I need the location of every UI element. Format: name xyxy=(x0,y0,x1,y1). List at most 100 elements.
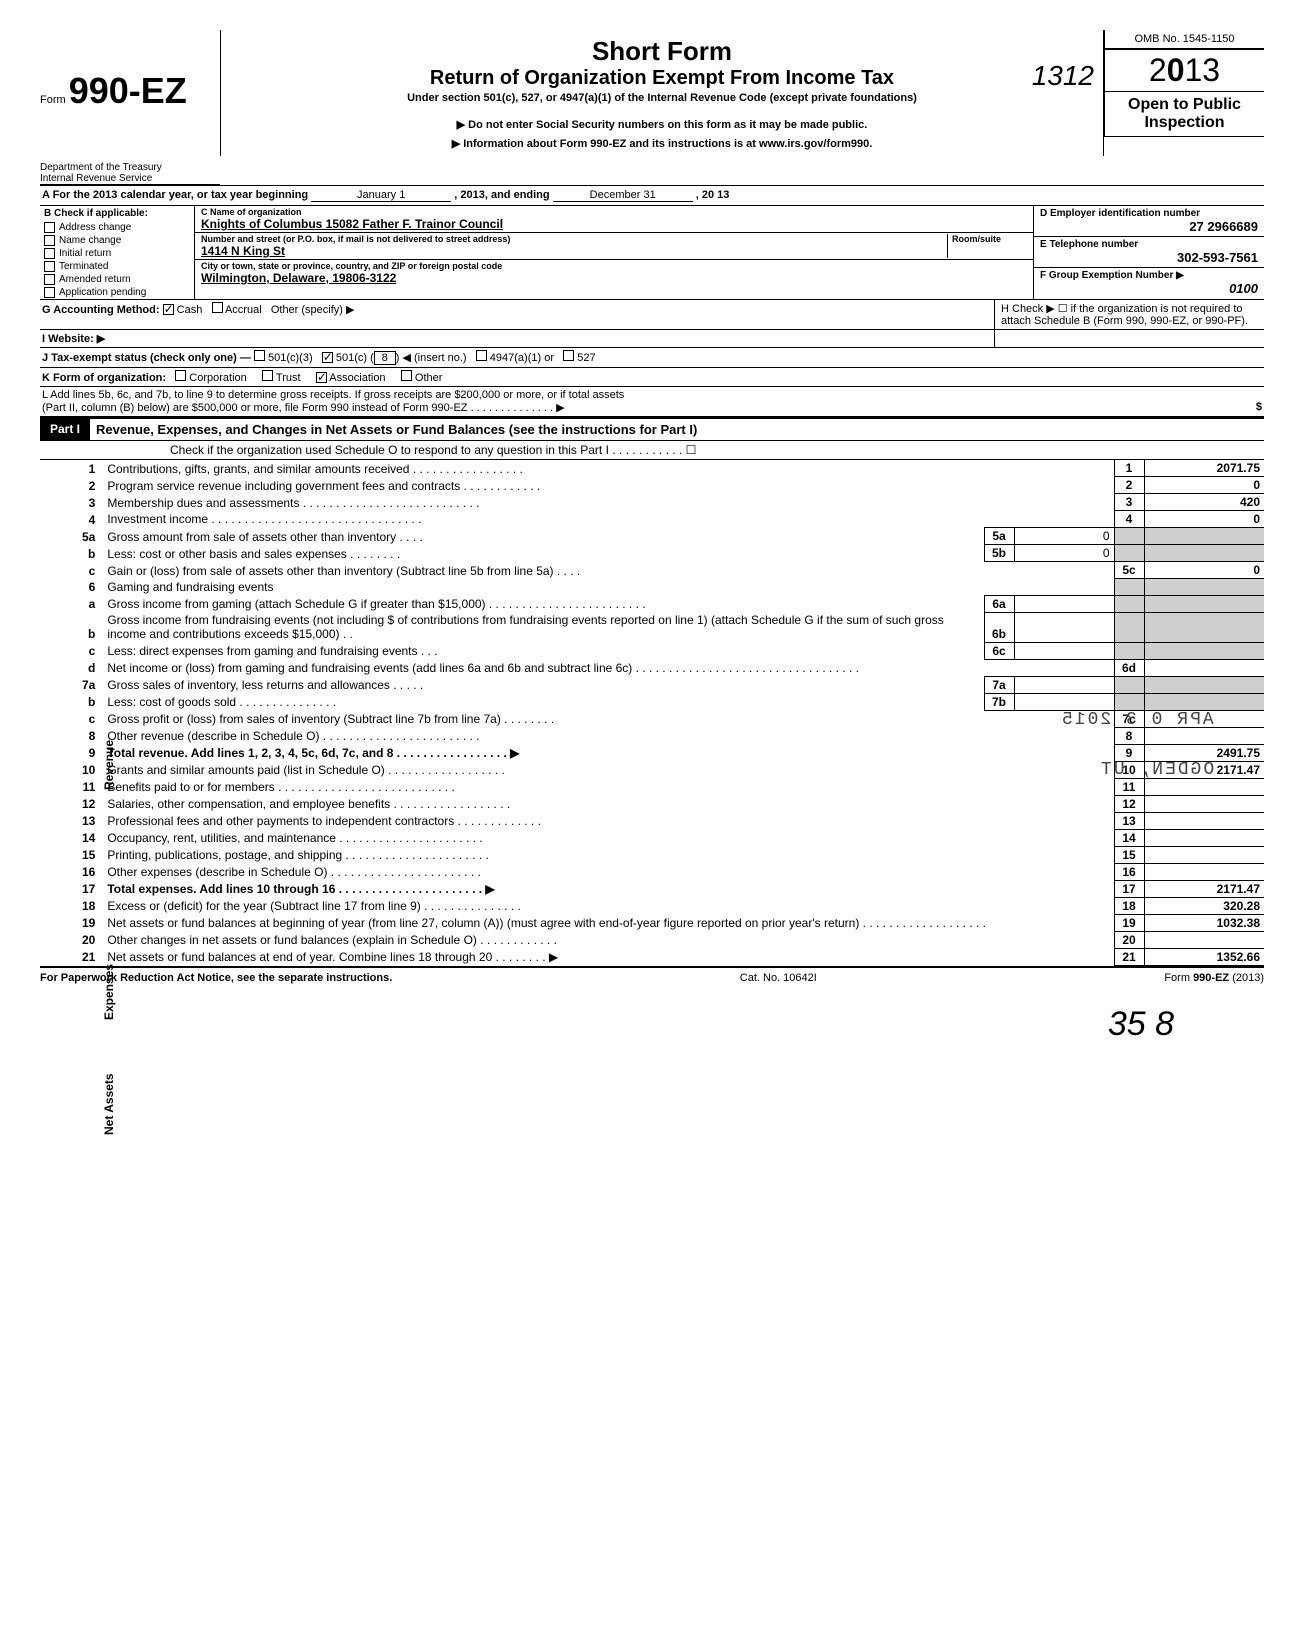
opt-accrual: Accrual xyxy=(225,304,262,316)
line-13: 13Professional fees and other payments t… xyxy=(70,812,1264,829)
line-6a: aGross income from gaming (attach Schedu… xyxy=(70,595,1264,612)
chk-corporation[interactable] xyxy=(175,370,186,381)
label-street: Number and street (or P.O. box, if mail … xyxy=(201,234,947,244)
line-7a: 7aGross sales of inventory, less returns… xyxy=(70,676,1264,693)
side-label-expenses: Expenses xyxy=(102,964,116,1020)
chk-association[interactable] xyxy=(316,372,327,383)
chk-initial-return[interactable]: Initial return xyxy=(40,247,194,260)
line-7b: bLess: cost of goods sold . . . . . . . … xyxy=(70,693,1264,710)
page-footer: For Paperwork Reduction Act Notice, see … xyxy=(40,966,1264,984)
label-org-name: C Name of organization xyxy=(201,207,1027,217)
line-19: 19Net assets or fund balances at beginni… xyxy=(70,914,1264,931)
line-14: 14Occupancy, rent, utilities, and mainte… xyxy=(70,829,1264,846)
dept-line2: Internal Revenue Service xyxy=(40,173,220,184)
line-3: 3Membership dues and assessments . . . .… xyxy=(70,494,1264,511)
line-16: 16Other expenses (describe in Schedule O… xyxy=(70,863,1264,880)
open-to-public: Open to Public Inspection xyxy=(1104,92,1264,137)
row-l-text2: (Part II, column (B) below) are $500,000… xyxy=(42,401,565,414)
label-phone: E Telephone number xyxy=(1040,239,1258,250)
block-bcd: B Check if applicable: Address change Na… xyxy=(40,206,1264,300)
ssn-notice: ▶ Do not enter Social Security numbers o… xyxy=(231,118,1093,131)
chk-other[interactable] xyxy=(401,370,412,381)
label-ein: D Employer identification number xyxy=(1040,208,1258,219)
ein: 27 2966689 xyxy=(1040,219,1258,234)
row-a-end-year: , 20 13 xyxy=(696,189,730,201)
form-title-long: Return of Organization Exempt From Incom… xyxy=(231,67,1093,90)
opt-501c: 501(c) ( xyxy=(336,352,374,364)
chk-terminated[interactable]: Terminated xyxy=(40,260,194,273)
chk-501c3[interactable] xyxy=(254,350,265,361)
form-header: Form 990-EZ Department of the Treasury I… xyxy=(40,30,1264,185)
line-18: 18Excess or (deficit) for the year (Subt… xyxy=(70,897,1264,914)
part1-label: Part I xyxy=(40,419,90,440)
side-label-revenue: Revenue xyxy=(102,740,116,790)
dept-block: Department of the Treasury Internal Reve… xyxy=(40,162,220,185)
chk-cash[interactable] xyxy=(163,304,174,315)
form-prefix: Form xyxy=(40,94,66,106)
group-exemption-handwritten: 0100 xyxy=(1040,281,1258,296)
title-box: Short Form Return of Organization Exempt… xyxy=(220,30,1104,156)
line-1: 1Contributions, gifts, grants, and simil… xyxy=(70,460,1264,477)
col-c-org-info: C Name of organization Knights of Columb… xyxy=(195,206,1034,299)
opt-501c3: 501(c)(3) xyxy=(268,352,313,364)
label-group-exemption: F Group Exemption Number ▶ xyxy=(1040,270,1258,281)
opt-501c-suffix: ) ◀ (insert no.) xyxy=(396,352,467,364)
row-g-h: G Accounting Method: Cash Accrual Other … xyxy=(40,300,1264,330)
chk-4947[interactable] xyxy=(476,350,487,361)
opt-cash: Cash xyxy=(177,304,203,316)
form-number: 990-EZ xyxy=(69,70,187,111)
line-21: 21Net assets or fund balances at end of … xyxy=(70,948,1264,965)
footer-paperwork: For Paperwork Reduction Act Notice, see … xyxy=(40,972,392,984)
part1-title: Revenue, Expenses, and Changes in Net As… xyxy=(90,419,1264,440)
row-k-form-of-org: K Form of organization: Corporation Trus… xyxy=(40,368,1264,387)
tax-year: 2013 xyxy=(1104,49,1264,92)
org-name: Knights of Columbus 15082 Father F. Trai… xyxy=(201,217,1027,231)
line-4: 4Investment income . . . . . . . . . . .… xyxy=(70,511,1264,528)
opt-association: Association xyxy=(329,372,385,384)
right-header-box: OMB No. 1545-1150 2013 Open to Public In… xyxy=(1104,30,1264,137)
501c-insert-no: 8 xyxy=(374,351,396,365)
chk-amended-return[interactable]: Amended return xyxy=(40,273,194,286)
label-form-of-org: K Form of organization: xyxy=(42,372,166,384)
line-17: 17Total expenses. Add lines 10 through 1… xyxy=(70,880,1264,897)
opt-trust: Trust xyxy=(276,372,301,384)
row-g-accounting: G Accounting Method: Cash Accrual Other … xyxy=(40,300,994,329)
form-title-short: Short Form xyxy=(231,36,1093,67)
chk-527[interactable] xyxy=(563,350,574,361)
label-website: I Website: ▶ xyxy=(42,333,105,345)
col-d-identifiers: D Employer identification number 27 2966… xyxy=(1034,206,1264,299)
opt-corporation: Corporation xyxy=(189,372,246,384)
line-12: 12Salaries, other compensation, and empl… xyxy=(70,795,1264,812)
line-6c: cLess: direct expenses from gaming and f… xyxy=(70,642,1264,659)
side-label-net-assets: Net Assets xyxy=(102,1073,116,1135)
line-11: 11Benefits paid to or for members . . . … xyxy=(70,778,1264,795)
label-room: Room/suite xyxy=(952,234,1027,244)
label-tax-exempt: J Tax-exempt status (check only one) — xyxy=(42,352,251,364)
line-20: 20Other changes in net assets or fund ba… xyxy=(70,931,1264,948)
handwritten-top: 1312 xyxy=(1032,60,1094,92)
row-l-text1: L Add lines 5b, 6c, and 7b, to line 9 to… xyxy=(42,389,1262,401)
chk-application-pending[interactable]: Application pending xyxy=(40,286,194,299)
opt-4947: 4947(a)(1) or xyxy=(490,352,554,364)
opt-other: Other (specify) ▶ xyxy=(271,304,355,316)
part1-header-row: Part I Revenue, Expenses, and Changes in… xyxy=(40,417,1264,441)
form-subtitle: Under section 501(c), 527, or 4947(a)(1)… xyxy=(231,92,1093,104)
opt-527: 527 xyxy=(577,352,595,364)
part1-subtext: Check if the organization used Schedule … xyxy=(40,441,1264,460)
org-city: Wilmington, Delaware, 19806-3122 xyxy=(201,271,1027,285)
form-label-box: Form 990-EZ Department of the Treasury I… xyxy=(40,30,220,185)
chk-address-change[interactable]: Address change xyxy=(40,221,194,234)
col-b-header: B Check if applicable: xyxy=(40,206,194,221)
footer-cat-no: Cat. No. 10642I xyxy=(740,972,817,984)
row-l-gross-receipts: L Add lines 5b, 6c, and 7b, to line 9 to… xyxy=(40,387,1264,417)
row-a-mid: , 2013, and ending xyxy=(454,189,549,201)
chk-501c[interactable] xyxy=(322,352,333,363)
label-city: City or town, state or province, country… xyxy=(201,261,1027,271)
phone: 302-593-7561 xyxy=(1040,250,1258,265)
chk-accrual[interactable] xyxy=(212,302,223,313)
chk-name-change[interactable]: Name change xyxy=(40,234,194,247)
received-stamp-date: APR 0 3 2015 xyxy=(1060,710,1214,730)
line-5b: bLess: cost or other basis and sales exp… xyxy=(70,545,1264,562)
chk-trust[interactable] xyxy=(262,370,273,381)
row-a-begin: January 1 xyxy=(311,189,451,202)
